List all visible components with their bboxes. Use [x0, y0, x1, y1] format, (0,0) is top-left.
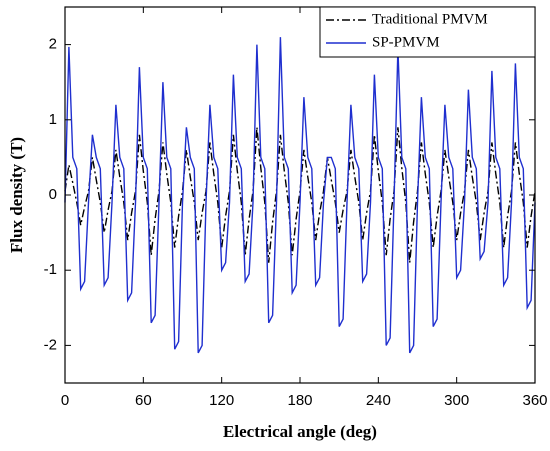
x-tick-label: 120 — [209, 392, 234, 409]
y-tick-label: 2 — [49, 36, 57, 53]
y-axis-label: Flux density (T) — [7, 137, 26, 253]
legend-label: Traditional PMVM — [372, 11, 488, 27]
x-tick-label: 0 — [61, 392, 69, 409]
y-tick-label: 0 — [49, 186, 57, 203]
x-tick-label: 300 — [444, 392, 469, 409]
y-tick-label: -1 — [44, 261, 57, 278]
x-tick-label: 60 — [135, 392, 152, 409]
legend-box — [319, 6, 536, 58]
x-tick-label: 240 — [366, 392, 391, 409]
legend-label: SP-PMVM — [372, 34, 440, 50]
y-tick-label: 1 — [49, 111, 57, 128]
series-line — [64, 37, 536, 354]
x-tick-label: 180 — [287, 392, 312, 409]
y-tick-label: -2 — [44, 336, 57, 353]
x-axis-label: Electrical angle (deg) — [223, 422, 377, 441]
x-tick-label: 360 — [522, 392, 547, 409]
